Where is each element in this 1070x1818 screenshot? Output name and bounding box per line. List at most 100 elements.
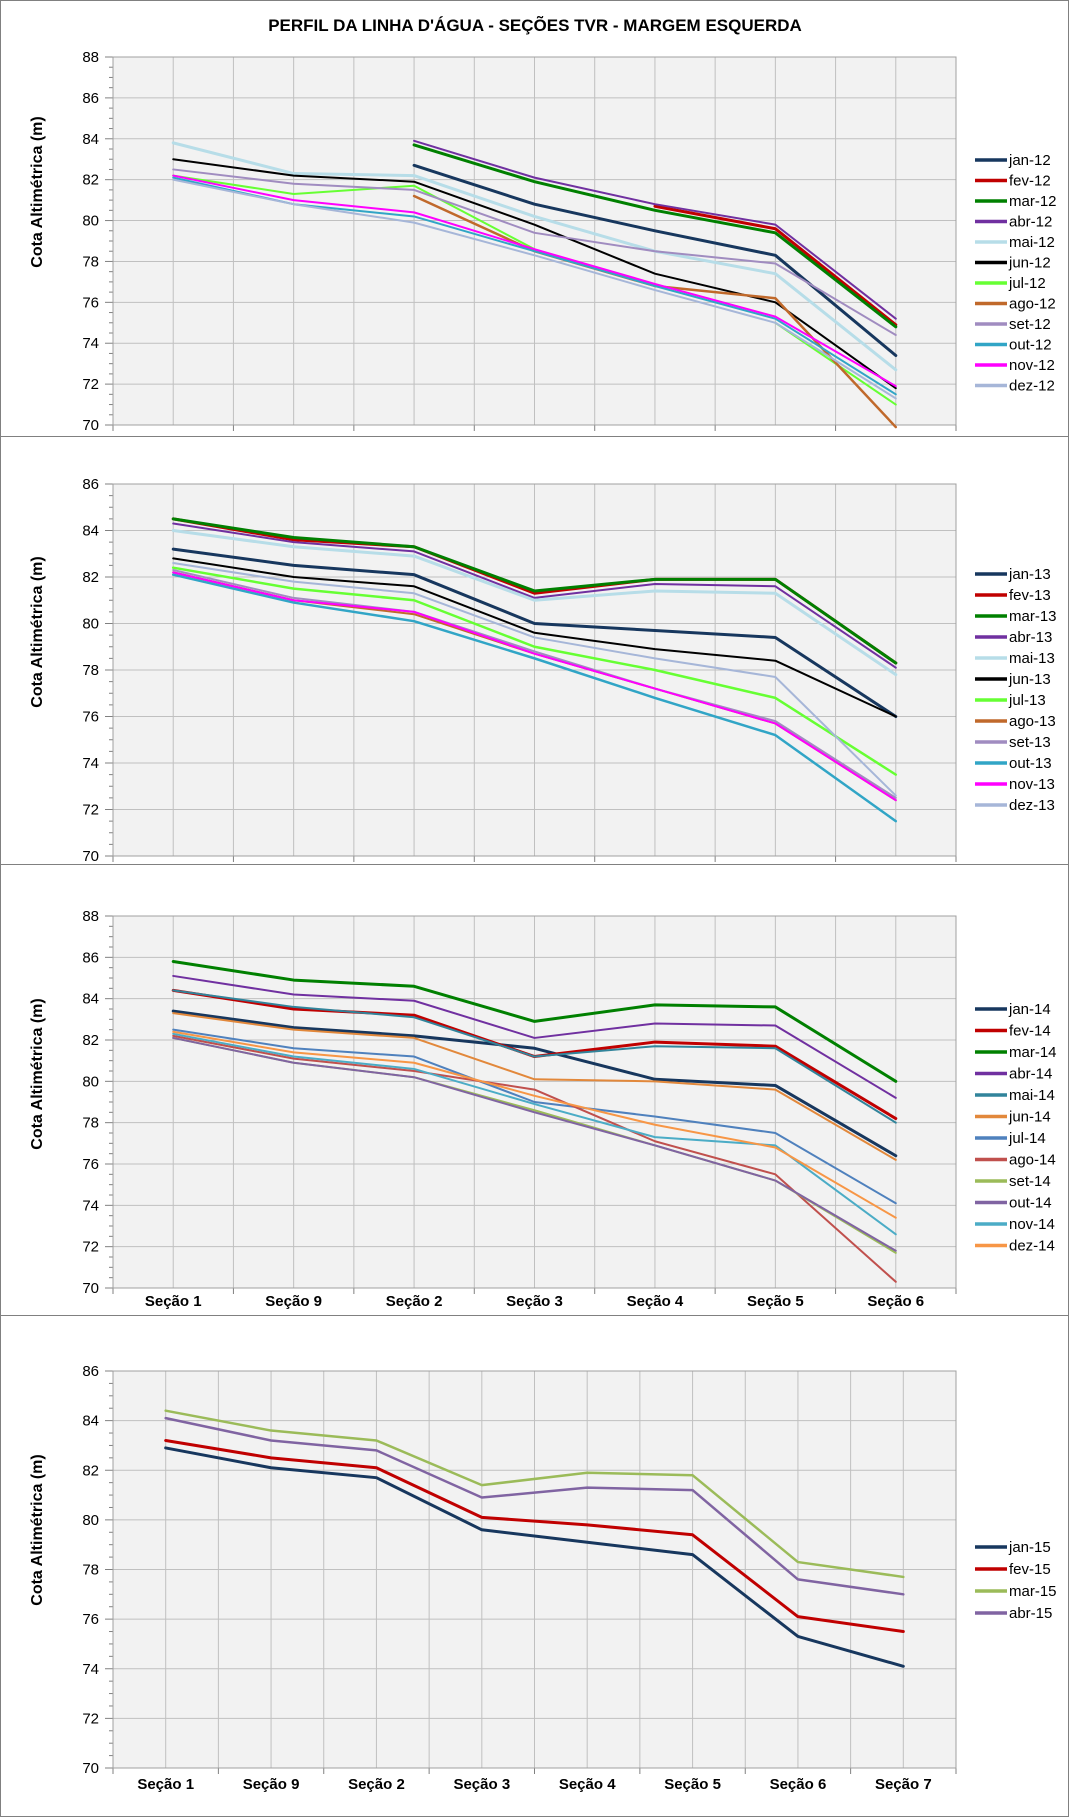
y-tick-label: 82	[82, 569, 99, 586]
plot-border	[112, 915, 957, 1289]
legend-label-nov-12: nov-12	[1009, 357, 1055, 374]
y-tick-label: 78	[82, 253, 99, 270]
legend-label-jul-14: jul-14	[1008, 1130, 1046, 1147]
line-chart-2015: 70 72 74 76 78 80 82 84 86 Seção 1 Seção 9 Seção 2 S…	[29, 1363, 1057, 1793]
y-axis-title: Cota Altimétrica (m)	[29, 998, 46, 1149]
legend-label-set-14: set-14	[1009, 1173, 1051, 1190]
y-tick-label: 88	[82, 49, 99, 66]
x-tick-label: Seção 4	[559, 1776, 616, 1793]
series-line-set-12	[172, 168, 897, 337]
legend-label-fev-12: fev-12	[1009, 173, 1051, 190]
y-tick-label: 82	[82, 1032, 99, 1049]
y-tick-label: 72	[82, 1710, 99, 1727]
y-tick-label: 76	[82, 294, 99, 311]
y-tick-label: 70	[82, 1760, 99, 1777]
y-tick-label: 84	[82, 1413, 99, 1430]
series-line-jul-13	[171, 566, 898, 776]
legend-label-dez-12: dez-12	[1009, 378, 1055, 395]
legend-label-dez-14: dez-14	[1009, 1238, 1055, 1255]
series-line-mai-12	[171, 141, 898, 372]
series-line-dez-12	[172, 178, 897, 400]
series-line-ago-14	[172, 1034, 897, 1283]
series-line-jan-14	[171, 1009, 898, 1158]
y-tick-label: 74	[82, 335, 99, 352]
panel-frame-2015	[0, 1315, 1069, 1817]
y-tick-label: 72	[82, 376, 99, 393]
series-line-mar-13	[171, 517, 898, 665]
legend-label-mar-14: mar-14	[1009, 1044, 1057, 1061]
x-tick-label: Seção 1	[137, 1776, 194, 1793]
legend-label-fev-13: fev-13	[1009, 587, 1051, 604]
y-tick-label: 84	[82, 991, 99, 1008]
legend-label-ago-13: ago-13	[1009, 713, 1056, 730]
y-tick-label: 76	[82, 1156, 99, 1173]
y-axis-title: Cota Altimétrica (m)	[29, 116, 46, 267]
series-line-jan-13	[171, 547, 898, 718]
x-tick-label: Seção 2	[348, 1776, 405, 1793]
x-tick-label: Seção 6	[770, 1776, 827, 1793]
series-line-abr-15	[164, 1416, 905, 1596]
y-tick-label: 80	[82, 213, 99, 230]
series-line-out-14	[172, 1036, 897, 1252]
legend-label-jun-14: jun-14	[1008, 1109, 1051, 1126]
legend-label-jan-15: jan-15	[1008, 1539, 1051, 1556]
x-tick-label: Seção 9	[243, 1776, 300, 1793]
y-tick-label: 74	[82, 755, 99, 772]
series-line-nov-12	[172, 174, 897, 388]
series-line-nov-14	[172, 1032, 897, 1236]
legend-label-nov-14: nov-14	[1009, 1216, 1055, 1233]
x-tick-label: Seção 3	[453, 1776, 510, 1793]
series-line-abr-14	[172, 974, 897, 1099]
legend-label-abr-13: abr-13	[1009, 629, 1052, 646]
legend-label-out-13: out-13	[1009, 755, 1052, 772]
legend-label-set-12: set-12	[1009, 316, 1051, 333]
x-tick-label: Seção 6	[867, 1293, 924, 1310]
legend-label-jan-13: jan-13	[1008, 566, 1051, 583]
series-line-mai-14	[172, 989, 897, 1124]
series-line-mar-12	[412, 143, 898, 329]
x-tick-label: Seção 1	[145, 1293, 202, 1310]
y-tick-label: 70	[82, 848, 99, 865]
legend-label-jan-14: jan-14	[1008, 1001, 1051, 1018]
legend-label-mai-12: mai-12	[1009, 234, 1055, 251]
legend-label-jul-12: jul-12	[1008, 275, 1046, 292]
y-tick-label: 78	[82, 662, 99, 679]
y-tick-label: 82	[82, 172, 99, 189]
y-tick-label: 78	[82, 1115, 99, 1132]
legend-label-out-14: out-14	[1009, 1195, 1052, 1212]
x-tick-label: Seção 3	[506, 1293, 563, 1310]
y-tick-label: 86	[82, 1363, 99, 1380]
legend-label-mai-13: mai-13	[1009, 650, 1055, 667]
legend-label-abr-12: abr-12	[1009, 214, 1052, 231]
y-tick-label: 76	[82, 1611, 99, 1628]
series-line-mar-15	[164, 1409, 905, 1579]
legend-label-abr-15: abr-15	[1009, 1605, 1052, 1622]
legend-label-set-13: set-13	[1009, 734, 1051, 751]
x-tick-label: Seção 5	[747, 1293, 804, 1310]
y-tick-label: 70	[82, 1280, 99, 1297]
legend-label-ago-12: ago-12	[1009, 296, 1056, 313]
series-line-abr-12	[413, 139, 897, 320]
series-line-dez-13	[172, 562, 897, 797]
legend-label-nov-13: nov-13	[1009, 776, 1055, 793]
legend-label-fev-15: fev-15	[1009, 1561, 1051, 1578]
line-chart-2014: 70 72 74 76 78 80 82 84 86 88 Seção 1 Seção 9 Seção …	[29, 908, 1057, 1310]
legend-label-jul-13: jul-13	[1008, 692, 1046, 709]
x-tick-label: Seção 7	[875, 1776, 932, 1793]
series-line-fev-12	[653, 204, 898, 327]
y-tick-label: 74	[82, 1661, 99, 1678]
legend-label-jan-12: jan-12	[1008, 152, 1051, 169]
series-line-fev-15	[164, 1438, 905, 1634]
line-chart-2013: 70 72 74 76 78 80 82 84 86 Cota Altimétrica (m) ja…	[29, 476, 1057, 865]
y-tick-label: 84	[82, 523, 99, 540]
x-tick-label: Seção 9	[265, 1293, 322, 1310]
series-line-abr-13	[172, 522, 897, 669]
y-tick-label: 88	[82, 908, 99, 925]
y-tick-label: 78	[82, 1562, 99, 1579]
y-tick-label: 72	[82, 1239, 99, 1256]
series-line-jun-13	[172, 557, 897, 718]
y-tick-label: 80	[82, 616, 99, 633]
legend-label-abr-14: abr-14	[1009, 1066, 1052, 1083]
y-tick-label: 86	[82, 476, 99, 493]
